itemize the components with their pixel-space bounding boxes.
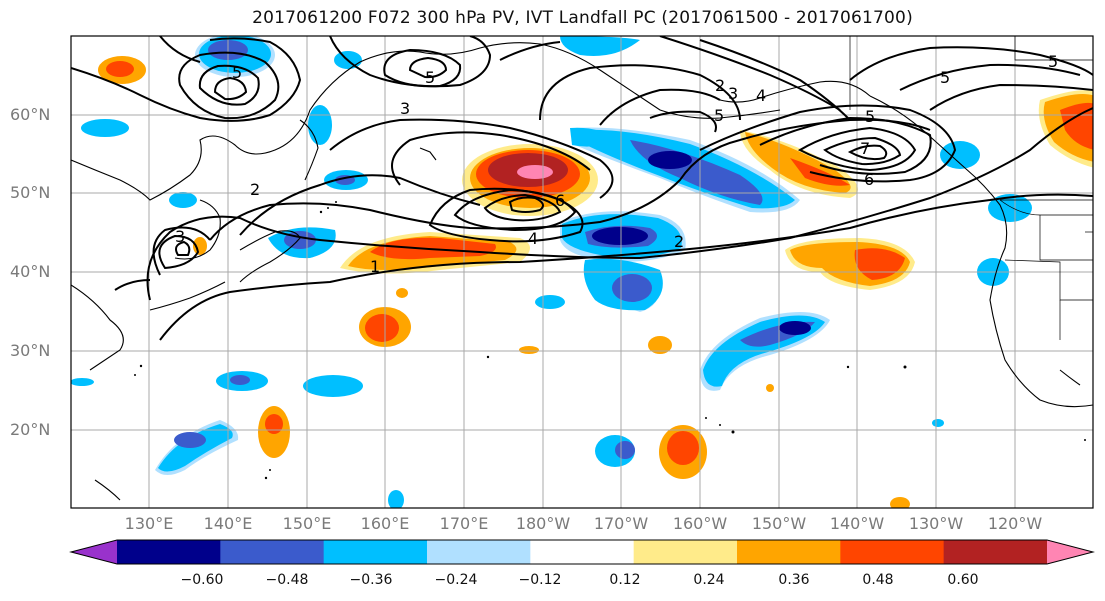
lon-label: 170°W [593, 514, 649, 533]
lat-label: 60°N [10, 105, 51, 124]
contour-label: 5 [940, 68, 950, 87]
lon-label: 130°E [124, 514, 174, 533]
colorbar-segment [530, 540, 635, 564]
lon-label: 120°W [987, 514, 1043, 533]
contour-label: 4 [528, 229, 538, 248]
islands [134, 201, 1086, 480]
colorbar-tick-label: 0.60 [947, 572, 979, 588]
contour-label: 7 [860, 139, 870, 158]
political-borders [849, 36, 1093, 340]
colorbar-extend-high [1047, 540, 1093, 564]
contour-label: 3 [728, 84, 738, 103]
lat-label: 30°N [10, 341, 51, 360]
colorbar-segment [323, 540, 428, 564]
colorbar-segment [737, 540, 841, 564]
colorbar-segment [840, 540, 945, 564]
lon-label: 160°W [672, 514, 728, 533]
colorbar-tick-label: 0.12 [609, 572, 641, 588]
colorbar-extend-low [71, 540, 117, 564]
lon-label: 170°E [439, 514, 489, 533]
colorbar-tick-label: 0.48 [862, 572, 894, 588]
contour-label: 6 [864, 170, 874, 189]
gridlines [71, 36, 1093, 508]
lat-label: 20°N [10, 420, 51, 439]
contour-label: 5 [425, 68, 435, 87]
lon-label: 150°W [751, 514, 807, 533]
lon-label: 140°W [829, 514, 885, 533]
colorbar-tick-label: 0.36 [778, 572, 810, 588]
lon-label: 130°W [908, 514, 964, 533]
colorbar-segment [117, 540, 221, 564]
colorbar-segment [943, 540, 1048, 564]
lat-label: 40°N [10, 262, 51, 281]
colorbar-segment [427, 540, 531, 564]
contour-label: 6 [555, 191, 565, 210]
contour-label: 5 [1048, 52, 1058, 71]
colorbar-tick-label: −0.36 [349, 572, 393, 588]
contour-label: 3 [175, 227, 185, 246]
pv-positive-shading [98, 56, 1093, 508]
lon-label: 180°W [515, 514, 571, 533]
contour-label: 5 [232, 63, 242, 82]
contour-label: 1 [370, 257, 380, 276]
lat-label: 50°N [10, 183, 51, 202]
contour-label: 3 [400, 99, 410, 118]
contour-label: 2 [715, 76, 725, 95]
contour-label: 5 [714, 106, 724, 125]
contour-label: 2 [250, 180, 260, 199]
ivt-contours [71, 36, 1093, 341]
colorbar-tick-label: −0.48 [265, 572, 309, 588]
colorbar-segment [633, 540, 738, 564]
lon-label: 150°E [282, 514, 332, 533]
colorbar-tick-label: −0.60 [180, 572, 224, 588]
colorbar-tick-label: −0.12 [518, 572, 562, 588]
colorbar-tick-label: −0.24 [434, 572, 478, 588]
contour-labels: 5 5 2 2 3 4 5 5 7 6 5 5 6 4 2 1 3 3 [175, 52, 1058, 276]
colorbar-segment [220, 540, 325, 564]
coastlines [71, 42, 1093, 501]
contour-label: 2 [674, 232, 684, 251]
map-frame [70, 35, 1094, 509]
colorbar-tick-label: 0.24 [693, 572, 725, 588]
contour-label: 4 [756, 86, 766, 105]
map-title: 2017061200 F072 300 hPa PV, IVT Landfall… [252, 8, 913, 28]
lon-label: 160°E [360, 514, 410, 533]
lon-label: 140°E [203, 514, 253, 533]
contour-label: 5 [865, 107, 875, 126]
